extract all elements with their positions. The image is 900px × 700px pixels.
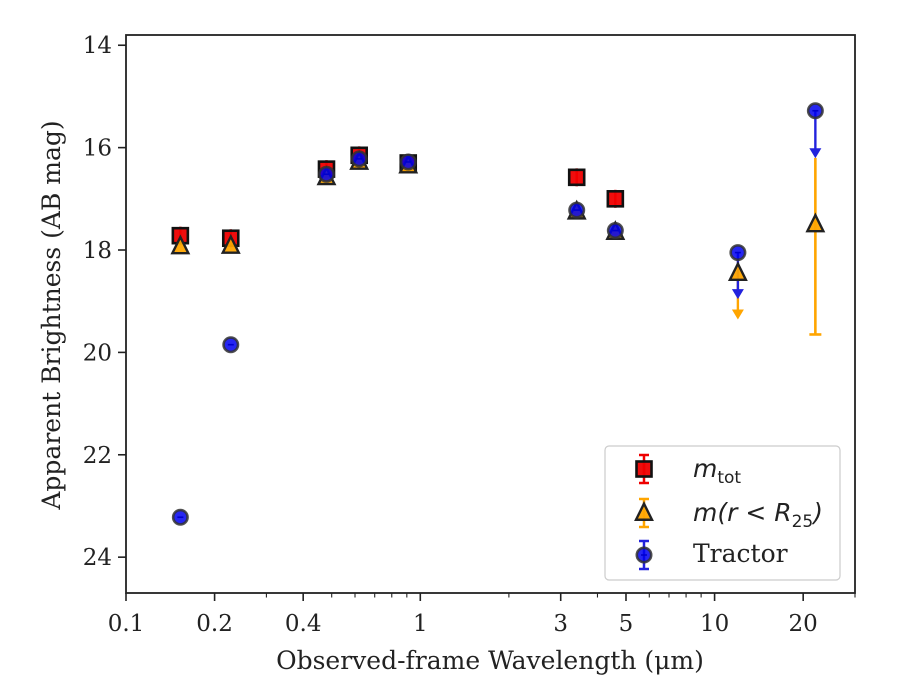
x-axis-label: Observed-frame Wavelength (μm)	[276, 646, 704, 675]
y-tick-label: 24	[83, 545, 112, 571]
legend: mtot m(r < R25) Tractor	[604, 445, 841, 581]
x-tick-label: 0.1	[108, 611, 145, 637]
point-mr25	[805, 212, 826, 233]
legend-box	[604, 445, 841, 581]
y-tick-label: 22	[83, 443, 112, 469]
x-tick-label: 10	[700, 611, 729, 637]
y-tick-label: 16	[83, 136, 112, 162]
x-tick-label: 1	[413, 611, 428, 637]
point-mtot	[567, 168, 586, 187]
legend-label-tractor: Tractor	[693, 539, 788, 568]
upper-limit-tractor-arrowhead	[809, 148, 822, 159]
axis-ticks: 0.1 0.2 0.4 1 3 5 10 20 14 16 18 20 22 24	[83, 33, 856, 637]
legend-label-mr25: m(r < R25)	[693, 498, 823, 532]
point-mr25	[727, 261, 748, 281]
x-tick-label: 5	[619, 611, 634, 637]
upper-limit-mr25-arrowhead	[731, 309, 744, 320]
x-tick-label: 0.4	[285, 611, 322, 637]
y-tick-label: 20	[83, 340, 112, 366]
point-mr25	[170, 234, 191, 255]
x-tick-label: 0.2	[196, 611, 233, 637]
x-tick-label: 20	[789, 611, 818, 637]
point-mtot	[606, 190, 625, 208]
legend-label-mtot: mtot	[693, 454, 741, 488]
legend-marker-mtot	[635, 460, 653, 478]
upper-limit-tractor-arrowhead	[731, 289, 744, 300]
y-tick-label: 14	[83, 33, 112, 59]
data-marks	[170, 102, 826, 526]
y-tick-label: 18	[83, 238, 112, 264]
point-mr25	[220, 233, 241, 254]
legend-marker-mr25	[634, 501, 654, 521]
legend-markers	[634, 453, 654, 571]
x-tick-label: 3	[553, 611, 568, 637]
y-axis-label: Apparent Brightness (AB mag)	[37, 120, 66, 510]
